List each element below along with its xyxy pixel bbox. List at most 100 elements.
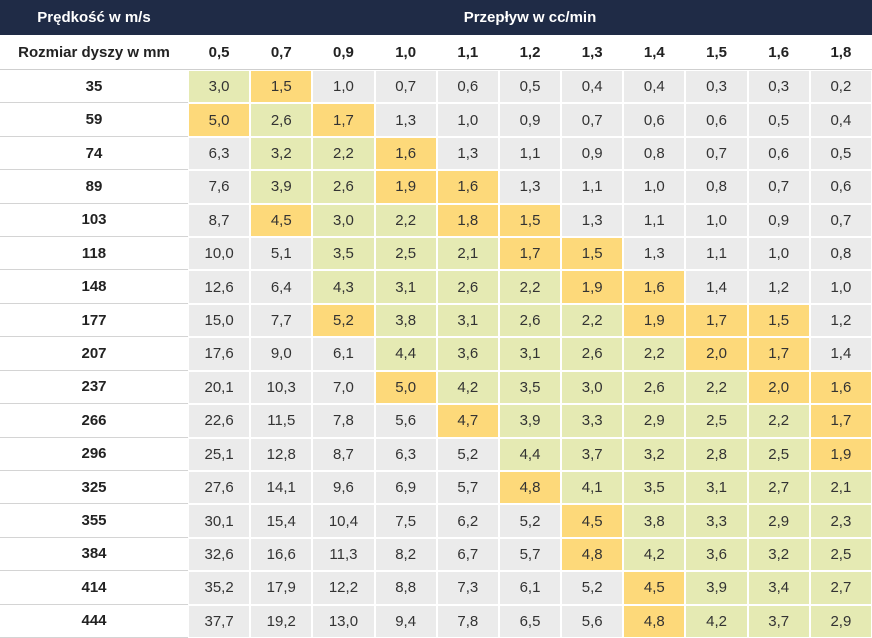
row-header: 296	[0, 438, 188, 471]
table-cell: 15,0	[188, 303, 251, 338]
table-cell: 0,6	[436, 70, 499, 104]
table-cell: 20,1	[188, 370, 251, 405]
table-cell: 9,4	[374, 604, 437, 638]
table-cell: 0,8	[685, 170, 748, 204]
table-cell: 3,1	[436, 303, 499, 338]
row-header: 237	[0, 371, 188, 405]
table-cell: 6,9	[374, 470, 437, 505]
table-cell: 3,5	[623, 470, 686, 505]
table-cell: 12,6	[188, 270, 251, 304]
row-header: 35	[0, 70, 188, 104]
header-left: Prędkość w m/s	[0, 0, 188, 35]
table-cell: 8,7	[312, 437, 375, 471]
table-cell: 7,6	[188, 170, 251, 204]
table-cell: 2,9	[809, 604, 872, 638]
table-cell: 2,2	[498, 270, 562, 304]
table-cell: 4,2	[436, 370, 499, 405]
table-cell: 1,1	[561, 170, 624, 204]
table-cell: 10,4	[312, 504, 375, 538]
column-header: 0,9	[312, 35, 375, 70]
table-cell: 1,1	[623, 203, 686, 238]
table-cell: 12,8	[250, 437, 313, 471]
table-cell: 9,6	[312, 470, 375, 505]
table-cell: 3,3	[685, 504, 748, 538]
table-cell: 1,3	[561, 203, 624, 238]
table-cell: 3,0	[312, 203, 375, 238]
table-cell: 2,7	[747, 470, 810, 505]
table-cell: 1,4	[685, 270, 748, 304]
table-cell: 6,1	[312, 337, 375, 371]
column-label: Rozmiar dyszy w mm	[0, 35, 188, 70]
table-cell: 0,6	[623, 103, 686, 137]
table-cell: 0,9	[561, 136, 624, 171]
table-cell: 2,2	[623, 337, 686, 371]
column-header: 1,8	[809, 35, 872, 70]
table-cell: 7,0	[312, 370, 375, 405]
table-cell: 0,5	[809, 136, 872, 171]
table-cell: 4,3	[312, 270, 375, 304]
table-cell: 5,0	[188, 103, 251, 137]
table-cell: 1,6	[374, 136, 437, 171]
table-cell: 14,1	[250, 470, 313, 505]
table-cell: 6,5	[498, 604, 562, 638]
row-header: 355	[0, 504, 188, 538]
table-cell: 11,3	[312, 537, 375, 572]
table-cell: 0,6	[747, 136, 810, 171]
table-cell: 0,2	[809, 70, 872, 104]
table-cell: 2,5	[374, 237, 437, 271]
table-cell: 2,1	[436, 237, 499, 271]
table-cell: 3,2	[747, 537, 810, 572]
table-cell: 0,7	[809, 203, 872, 238]
column-header: 1,6	[747, 35, 810, 70]
table-cell: 1,0	[312, 70, 375, 104]
table-cell: 2,5	[685, 404, 748, 438]
table-cell: 0,4	[623, 70, 686, 104]
table-cell: 1,5	[250, 70, 313, 104]
table-cell: 0,3	[747, 70, 810, 104]
table-cell: 1,4	[809, 337, 872, 371]
table-cell: 2,0	[685, 337, 748, 371]
table-cell: 3,1	[498, 337, 562, 371]
table-cell: 4,1	[561, 470, 624, 505]
table-cell: 30,1	[188, 504, 251, 538]
table-cell: 3,1	[374, 270, 437, 304]
table-cell: 1,7	[747, 337, 810, 371]
table-cell: 2,5	[809, 537, 872, 572]
table-cell: 2,9	[747, 504, 810, 538]
table-cell: 0,8	[809, 237, 872, 271]
table-cell: 1,0	[436, 103, 499, 137]
table-cell: 3,3	[561, 404, 624, 438]
table-cell: 3,7	[747, 604, 810, 638]
table-cell: 1,5	[498, 203, 562, 238]
table-cell: 3,5	[498, 370, 562, 405]
table-cell: 1,7	[312, 103, 375, 137]
table-cell: 3,5	[312, 237, 375, 271]
table-cell: 1,9	[374, 170, 437, 204]
table-cell: 7,3	[436, 571, 499, 605]
table-cell: 1,9	[561, 270, 624, 304]
table-cell: 0,4	[561, 70, 624, 104]
table-cell: 7,8	[436, 604, 499, 638]
table-cell: 2,7	[809, 571, 872, 605]
table-cell: 5,2	[436, 437, 499, 471]
table-cell: 27,6	[188, 470, 251, 505]
table-cell: 32,6	[188, 537, 251, 572]
table-cell: 1,8	[436, 203, 499, 238]
table-cell: 4,5	[250, 203, 313, 238]
table-cell: 0,7	[747, 170, 810, 204]
table-cell: 0,4	[809, 103, 872, 137]
table-cell: 3,2	[250, 136, 313, 171]
row-header: 74	[0, 137, 188, 171]
table-cell: 3,1	[685, 470, 748, 505]
table-cell: 4,8	[561, 537, 624, 572]
table-cell: 0,9	[498, 103, 562, 137]
table-cell: 3,2	[623, 437, 686, 471]
table-cell: 2,2	[747, 404, 810, 438]
table-cell: 5,6	[374, 404, 437, 438]
column-header: 1,5	[685, 35, 748, 70]
table-cell: 11,5	[250, 404, 313, 438]
table-cell: 2,6	[312, 170, 375, 204]
table-cell: 22,6	[188, 404, 251, 438]
table-cell: 0,8	[623, 136, 686, 171]
table-cell: 0,3	[685, 70, 748, 104]
